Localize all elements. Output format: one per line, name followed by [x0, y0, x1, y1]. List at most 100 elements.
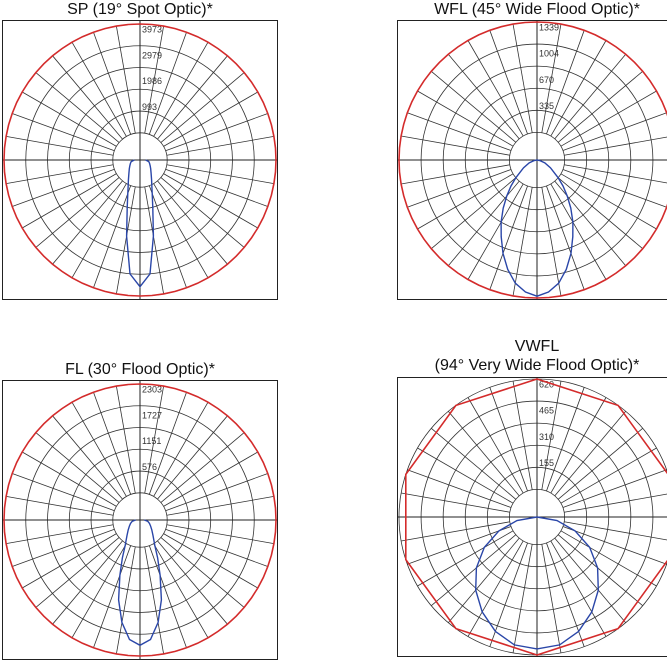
- grid-spoke: [557, 177, 643, 250]
- grid-spoke: [560, 173, 657, 230]
- grid-spoke: [165, 168, 268, 207]
- grid-spoke: [153, 183, 209, 278]
- grid-spoke: [71, 543, 127, 638]
- grid-spoke: [557, 427, 643, 500]
- grid-spoke: [489, 30, 528, 135]
- grid-spoke: [550, 40, 607, 137]
- grid-spoke: [560, 447, 657, 504]
- polar-plot-svg: 335 670 1004 1339: [398, 21, 667, 299]
- tick-label: 670: [539, 75, 554, 85]
- grid-spoke: [115, 385, 136, 494]
- polar-chart-vwfl: 155 310 465 620: [397, 377, 667, 657]
- grid-spoke: [554, 411, 627, 497]
- grid-spoke: [148, 185, 187, 288]
- grid-spoke: [564, 521, 667, 541]
- grid-spoke: [93, 185, 132, 288]
- polar-plot-svg: 155 310 465 620: [398, 378, 667, 656]
- grid-spoke: [546, 30, 585, 135]
- grid-spoke: [467, 183, 524, 280]
- grid-spoke: [489, 387, 528, 492]
- polar-chart-sp: 993 1986 2979 3973: [2, 20, 278, 300]
- polar-chart-wfl: 335 670 1004 1339: [397, 20, 667, 300]
- grid-spoke: [401, 492, 510, 513]
- grid-spoke: [160, 177, 245, 248]
- grid-spoke: [489, 542, 528, 647]
- grid-spoke: [417, 173, 514, 230]
- grid-spoke: [431, 70, 517, 143]
- grid-spoke: [35, 537, 120, 608]
- grid-spoke: [541, 381, 562, 490]
- grid-spoke: [12, 528, 115, 567]
- grid-spoke: [166, 524, 275, 545]
- tick-label: 3973: [142, 24, 162, 34]
- tick-label: 2979: [142, 50, 162, 60]
- grid-spoke: [148, 545, 187, 648]
- grid-spoke: [546, 185, 585, 290]
- candela-curve: [125, 159, 155, 288]
- grid-spoke: [153, 543, 209, 638]
- candela-curve: [474, 516, 600, 650]
- grid-spoke: [557, 70, 643, 143]
- tick-label: 620: [539, 380, 554, 390]
- grid-spoke: [163, 451, 258, 507]
- grid-spoke: [550, 397, 607, 494]
- grid-spoke: [557, 534, 643, 607]
- grid-spoke: [163, 91, 258, 147]
- polar-plot-svg: 576 1151 1727 2303: [3, 381, 277, 659]
- grid-spoke: [401, 135, 510, 156]
- grid-spoke: [417, 447, 514, 504]
- grid-spoke: [35, 177, 120, 248]
- outline-series: [398, 21, 667, 299]
- grid-spoke: [512, 24, 533, 133]
- grid-spoke: [144, 385, 165, 494]
- grid-spoke: [541, 187, 562, 296]
- tick-label: 335: [539, 101, 554, 111]
- grid-spoke: [512, 187, 533, 296]
- grid-spoke: [546, 542, 585, 647]
- grid-spoke: [153, 402, 209, 497]
- grid-spoke: [22, 451, 117, 507]
- grid-spoke: [165, 113, 268, 152]
- grid-spoke: [157, 540, 228, 625]
- grid-spoke: [417, 530, 514, 587]
- grid-spoke: [144, 186, 165, 295]
- grid-spoke: [431, 177, 517, 250]
- grid-spoke: [52, 415, 123, 500]
- grid-spoke: [407, 112, 512, 151]
- tick-label: 155: [539, 458, 554, 468]
- tick-label: 1727: [142, 410, 162, 420]
- grid-spoke: [467, 540, 524, 637]
- grid-spoke: [447, 54, 520, 140]
- grid-spoke: [447, 411, 520, 497]
- chart-title-sp: SP (19° Spot Optic)*: [67, 1, 213, 18]
- grid-spoke: [564, 164, 667, 184]
- tick-label: 1339: [539, 23, 559, 33]
- tick-label: 2303: [142, 384, 162, 394]
- grid-spoke: [554, 537, 627, 623]
- grid-spoke: [157, 55, 228, 140]
- grid-spoke: [165, 528, 268, 567]
- grid-spoke: [12, 473, 115, 512]
- grid-spoke: [401, 521, 510, 542]
- grid-spoke: [93, 392, 132, 495]
- grid-spoke: [562, 169, 667, 208]
- tick-label: 1986: [142, 76, 162, 86]
- grid-spoke: [431, 534, 517, 607]
- grid-spoke: [35, 72, 120, 143]
- grid-spoke: [148, 32, 187, 135]
- chart-title-wfl: WFL (45° Wide Flood Optic)*: [434, 1, 640, 18]
- chart-title-vwfl: VWFL: [514, 338, 560, 355]
- grid-spoke: [160, 537, 245, 608]
- grid-spoke: [148, 392, 187, 495]
- grid-spoke: [144, 546, 165, 655]
- grid-spoke: [153, 42, 209, 137]
- candela-curve: [117, 519, 163, 647]
- tick-label: 576: [142, 462, 157, 472]
- grid-spoke: [447, 180, 520, 266]
- grid-spoke: [115, 186, 136, 295]
- grid-spoke: [550, 183, 607, 280]
- grid-spoke: [157, 180, 228, 265]
- grid-spoke: [12, 168, 115, 207]
- grid-spoke: [166, 164, 275, 185]
- grid-spoke: [407, 169, 512, 208]
